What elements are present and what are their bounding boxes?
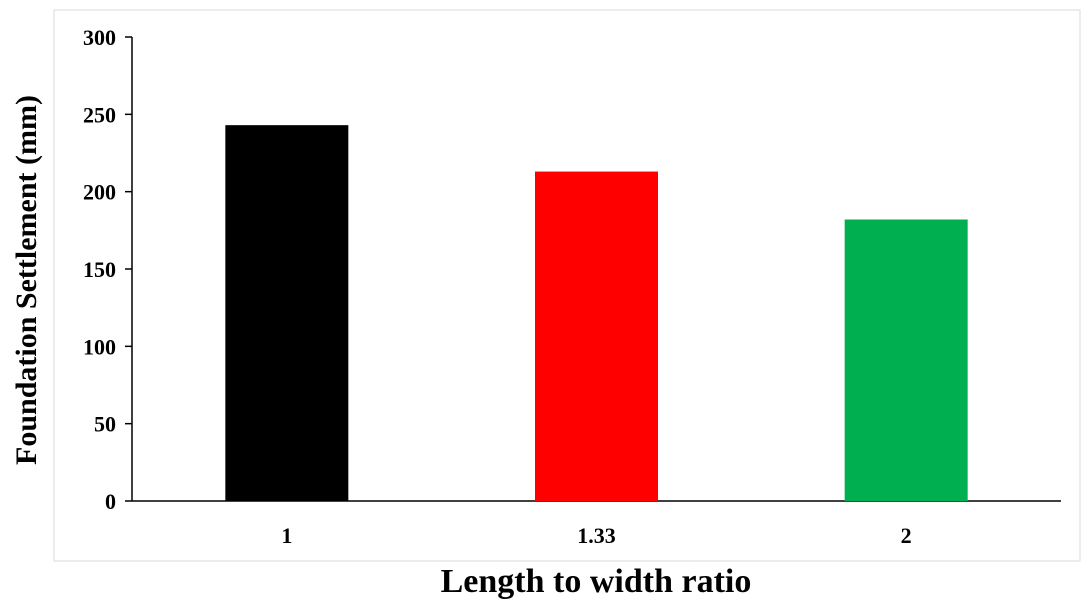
y-tick-label: 50	[94, 412, 116, 437]
y-tick-label: 250	[83, 102, 116, 127]
x-tick-label: 1	[281, 523, 292, 548]
bars-group	[225, 125, 968, 502]
bar-1-33	[535, 171, 658, 501]
x-axis-title: Length to width ratio	[441, 563, 752, 600]
bar-2	[844, 219, 968, 502]
y-tick-label: 200	[83, 180, 116, 205]
chart-frame	[53, 9, 1081, 562]
y-axis-ticks: 0 50 100 150 200 250 300	[83, 25, 132, 514]
x-tick-label: 1.33	[577, 523, 616, 548]
x-axis-labels: 1 1.33 2	[281, 523, 911, 548]
y-axis-title: Foundation Settlement (mm)	[10, 95, 43, 465]
bar-1	[225, 125, 349, 501]
y-tick-label: 300	[83, 25, 116, 50]
y-tick-label: 150	[83, 257, 116, 282]
y-tick-label: 100	[83, 334, 116, 359]
x-tick-label: 2	[901, 523, 912, 548]
y-tick-label: 0	[105, 489, 116, 514]
